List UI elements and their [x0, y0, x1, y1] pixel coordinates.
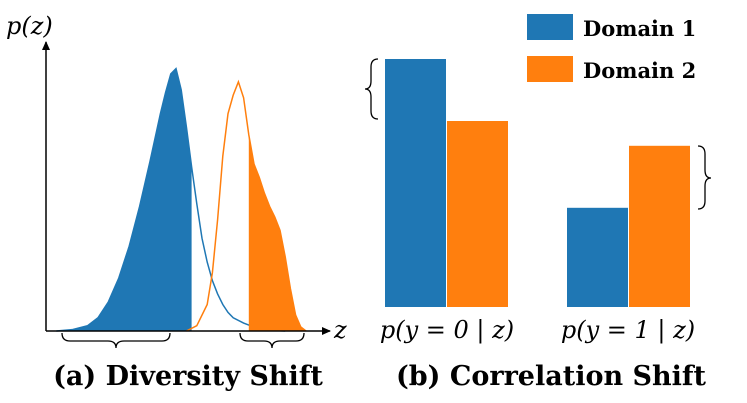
- domain2-brace: [239, 332, 305, 349]
- domain1-filled-area: [56, 68, 192, 332]
- legend-swatch-domain2: [527, 56, 573, 82]
- legend-label-domain2: Domain 2: [583, 58, 696, 83]
- domain1-brace: [61, 332, 171, 349]
- domain1-density-curve: [56, 67, 286, 332]
- domain2-filled-area: [248, 134, 306, 331]
- y-axis-label: p(z): [6, 12, 53, 40]
- legend-label-domain1: Domain 1: [583, 16, 696, 41]
- legend: Domain 1 Domain 2: [527, 14, 696, 83]
- x-axis-label: z: [333, 316, 347, 344]
- bar-domain1-y0: [385, 59, 446, 307]
- bar-domain2-y0: [447, 121, 508, 307]
- group2-gap-brace: [697, 145, 712, 210]
- diversity-shift-panel: p(z) z (a) Diversity Shift: [6, 12, 347, 392]
- bars-group: [385, 59, 690, 307]
- domain2-density-curve: [186, 79, 307, 332]
- bar-domain1-y1: [567, 207, 628, 307]
- correlation-shift-panel: p(y = 0 | z) p(y = 1 | z) (b) Correlatio…: [364, 14, 712, 392]
- bar-domain2-y1: [629, 145, 690, 307]
- category-label-y0: p(y = 0 | z): [380, 316, 514, 345]
- category-label-y1: p(y = 1 | z): [561, 316, 695, 345]
- density-curves-group: [56, 67, 307, 332]
- legend-swatch-domain1: [527, 14, 573, 40]
- group1-gap-brace: [364, 58, 379, 120]
- panel-a-title: (a) Diversity Shift: [53, 361, 323, 392]
- panel-b-title: (b) Correlation Shift: [396, 361, 706, 392]
